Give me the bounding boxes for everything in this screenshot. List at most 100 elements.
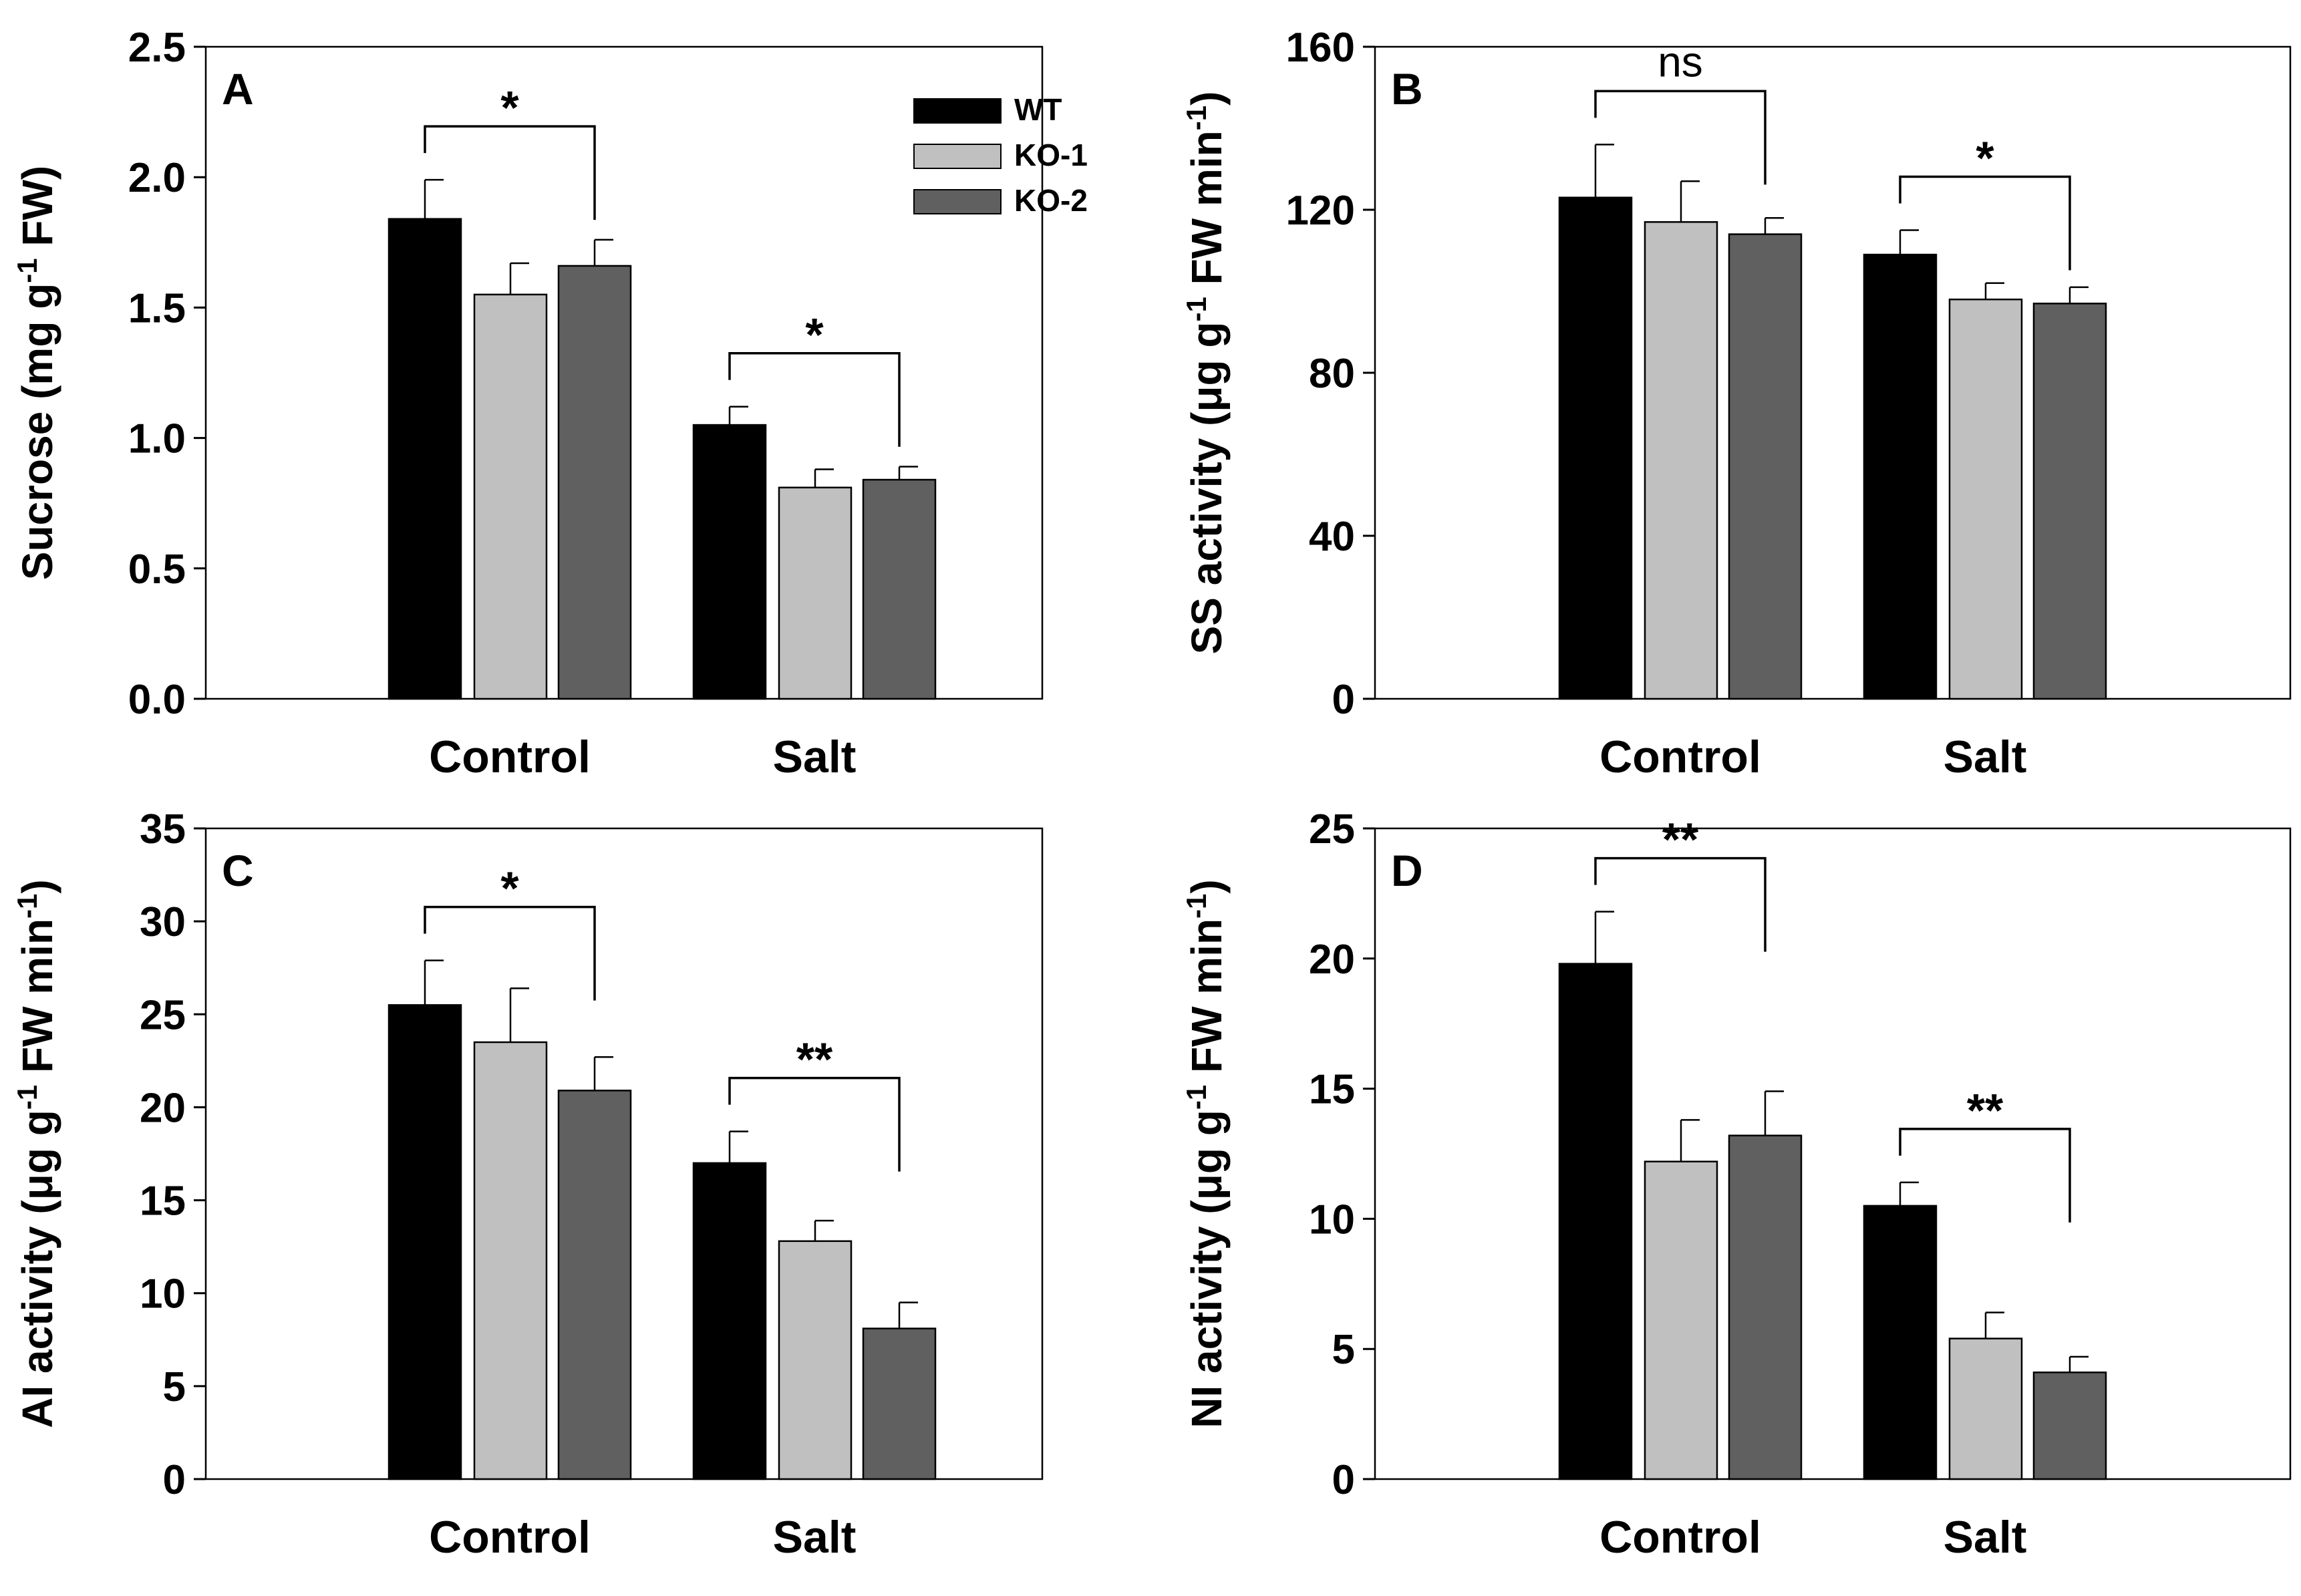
category-label: Salt: [773, 1512, 857, 1563]
y-tick-label: 120: [1286, 188, 1355, 234]
bar-wt-salt: [692, 424, 767, 700]
y-axis-label: SS activity (μg g-1 FW min-1): [1181, 92, 1231, 655]
bar-ko-2-control: [557, 265, 632, 700]
significance-label: ns: [1658, 37, 1703, 86]
bar-ko-1-salt: [778, 486, 853, 700]
y-tick-label: 1.0: [128, 416, 186, 462]
significance-label: *: [805, 309, 824, 361]
legend: WT KO-1 KO-2: [913, 92, 1088, 218]
y-tick-label: 35: [140, 806, 186, 852]
bar-wt-control: [1558, 196, 1633, 700]
y-tick-label: 0.5: [128, 546, 186, 593]
y-axis-label-superscript: -1: [1181, 297, 1212, 321]
y-tick-label: 10: [140, 1271, 186, 1317]
y-tick-label: 0: [163, 1457, 186, 1503]
bracket-line: [1899, 1128, 2071, 1223]
bar-ko-1-salt: [778, 1240, 853, 1480]
y-axis-label: Sucrose (mg g-1 FW): [11, 166, 62, 580]
y-axis-label-part: Sucrose (mg g: [13, 283, 61, 581]
y-axis-label: NI activity (μg g-1 FW min-1): [1181, 879, 1231, 1428]
category-label: Control: [1599, 1512, 1761, 1563]
y-axis-label-part: FW min: [1183, 130, 1231, 297]
panel-b: 0 40 80 120 160 SS activity (μg g-1 FW min-1)…: [1181, 25, 2292, 782]
y-tick-label: 20: [1309, 937, 1355, 983]
category-label: Salt: [1944, 732, 2027, 782]
bracket-line: [424, 905, 596, 1001]
y-axis-label-part: FW): [13, 166, 61, 259]
significance-bracket: **: [1899, 1084, 2071, 1223]
significance-label: **: [1967, 1084, 2004, 1136]
bar-ko-2-salt: [2032, 1372, 2107, 1480]
y-tick-label: 15: [140, 1178, 186, 1225]
panel-a: 0.0 0.5 1.0 1.5 2.0 2.5 Sucrose (mg g-1 FW) A Co…: [11, 25, 1088, 782]
y-tick-label: 25: [1309, 806, 1355, 852]
bar-ko-2-control: [1728, 233, 1803, 700]
bar-ko-2-salt: [862, 1327, 937, 1480]
bar-ko-2-salt: [862, 478, 937, 700]
y-tick-label: 5: [163, 1364, 186, 1410]
y-axis-label: AI activity (μg g-1 FW min-1): [11, 879, 62, 1428]
bar-wt-control: [1558, 963, 1633, 1480]
bar-ko-2-control: [557, 1090, 632, 1480]
y-axis-label-part: AI activity (μg g: [13, 1110, 61, 1428]
significance-label: *: [500, 82, 519, 134]
bar-wt-salt: [1863, 1205, 1938, 1480]
panel-label: D: [1391, 846, 1423, 895]
y-axis-label-superscript: -1: [11, 1085, 43, 1110]
y-tick-label: 2.0: [128, 155, 186, 201]
bar-ko-1-control: [1644, 1160, 1718, 1480]
y-tick-label: 15: [1309, 1067, 1355, 1113]
y-tick-label: 0: [1332, 1457, 1355, 1503]
plot-frame: [1374, 827, 2292, 1480]
bracket-line: [728, 1076, 901, 1172]
y-axis-label-part: ): [1183, 92, 1231, 106]
legend-label: KO-2: [1014, 183, 1088, 218]
plot-frame: [1374, 45, 2292, 700]
category-label: Salt: [1944, 1512, 2027, 1563]
bar-ko-1-control: [473, 293, 548, 700]
bar-ko-1-control: [1644, 221, 1718, 700]
bar-ko-1-salt: [1948, 1337, 2023, 1480]
y-axis-label-part: SS activity (μg g: [1183, 321, 1231, 654]
y-axis-label-part: ): [1183, 879, 1231, 893]
category-label: Control: [429, 1512, 591, 1563]
y-tick-label: 30: [140, 899, 186, 945]
bar-ko-2-control: [1728, 1134, 1803, 1480]
y-tick-label: 0: [1332, 677, 1355, 723]
significance-bracket: *: [728, 309, 901, 447]
bar-wt-control: [388, 1004, 462, 1480]
y-axis-label-part: ): [13, 879, 61, 893]
legend-label: WT: [1014, 92, 1062, 127]
bar-ko-2-salt: [2032, 303, 2107, 700]
significance-bracket: *: [424, 862, 596, 1001]
legend-swatch-wt: [913, 98, 1002, 124]
significance-bracket: ns: [1594, 37, 1767, 185]
significance-bracket: *: [1899, 132, 2071, 271]
bar-wt-control: [388, 218, 462, 700]
category-label: Salt: [773, 732, 857, 782]
significance-label: *: [1976, 132, 1994, 184]
y-axis-label-part: FW min: [1183, 919, 1231, 1085]
y-tick-label: 40: [1309, 514, 1355, 560]
y-tick-label: 80: [1309, 351, 1355, 397]
y-axis-label-superscript: -1: [11, 894, 43, 919]
significance-label: **: [1662, 814, 1699, 866]
category-label: Control: [429, 732, 591, 782]
y-axis-label-superscript: -1: [1181, 894, 1212, 919]
bar-ko-1-control: [473, 1041, 548, 1480]
bar-wt-salt: [692, 1162, 767, 1480]
significance-label: **: [796, 1033, 833, 1086]
significance-bracket: **: [728, 1033, 901, 1172]
y-tick-label: 20: [140, 1085, 186, 1131]
y-tick-label: 160: [1286, 25, 1355, 71]
category-label: Control: [1599, 732, 1761, 782]
panel-label: C: [222, 846, 254, 895]
bracket-line: [1899, 175, 2071, 271]
y-axis-label-superscript: -1: [11, 258, 43, 283]
bar-ko-1-salt: [1948, 298, 2023, 700]
significance-bracket: *: [424, 82, 596, 220]
y-axis-label-part: NI activity (μg g: [1183, 1110, 1231, 1428]
panel-label: A: [222, 64, 254, 114]
y-tick-label: 2.5: [128, 25, 186, 71]
